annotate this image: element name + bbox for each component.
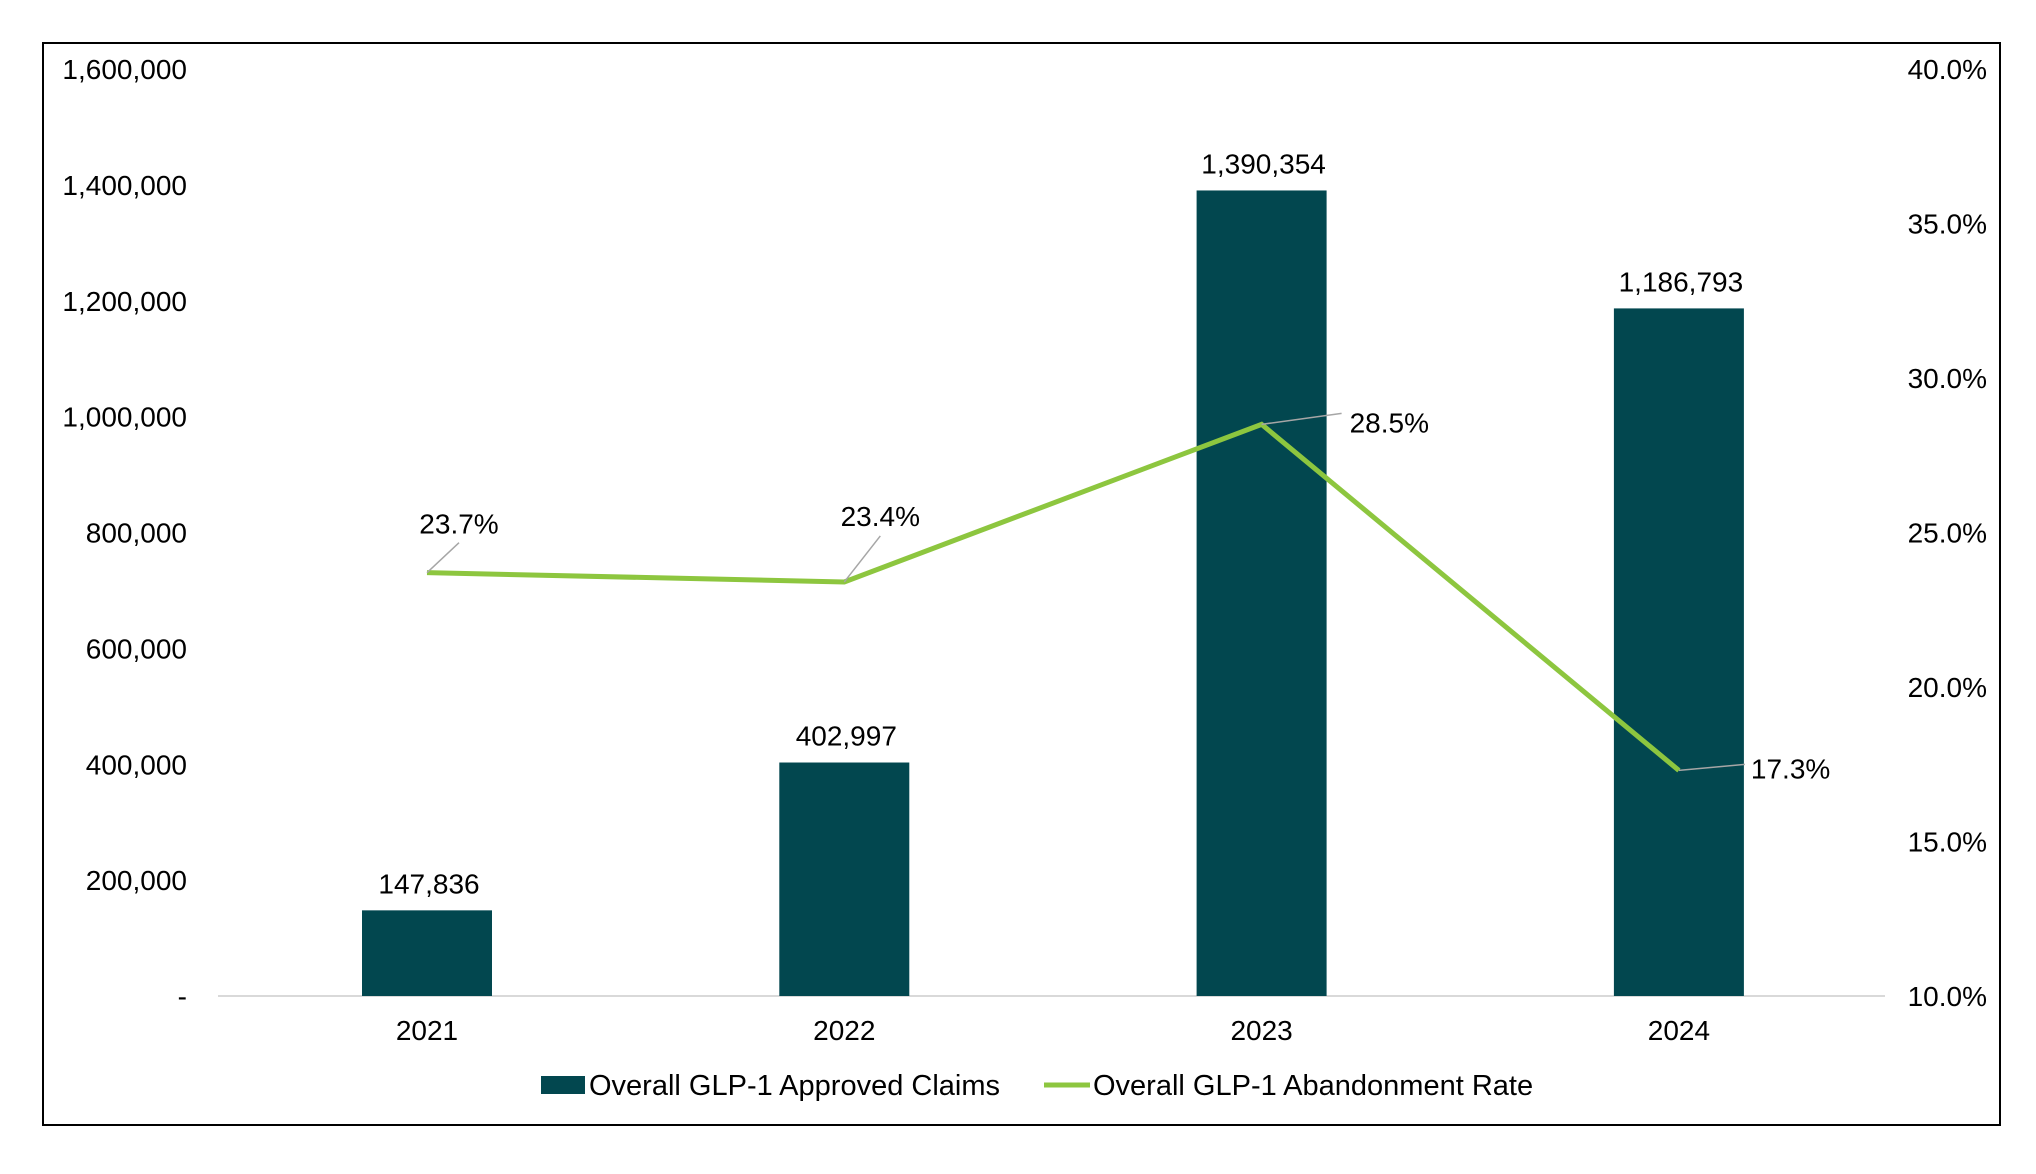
right-tick-label: 10.0% [1908, 981, 1987, 1012]
right-tick-label: 15.0% [1908, 827, 1987, 858]
bar-value-label: 147,836 [378, 868, 479, 899]
line-value-label: 23.4% [841, 501, 920, 532]
line-value-label: 17.3% [1751, 753, 1830, 784]
bar-value-label: 402,997 [796, 721, 897, 752]
left-tick-label: 800,000 [86, 518, 187, 549]
right-tick-label: 30.0% [1908, 363, 1987, 394]
right-tick-label: 25.0% [1908, 518, 1987, 549]
right-tick-label: 40.0% [1908, 54, 1987, 85]
legend-label: Overall GLP-1 Approved Claims [589, 1070, 1000, 1102]
right-tick-label: 35.0% [1908, 209, 1987, 240]
left-tick-label: 1,200,000 [62, 286, 187, 317]
left-tick-label: 1,400,000 [62, 170, 187, 201]
bar-2021 [362, 910, 492, 996]
bar-value-label: 1,390,354 [1201, 148, 1326, 179]
bar-2024 [1614, 308, 1744, 996]
line-value-label: 23.7% [419, 509, 498, 540]
bar-2023 [1197, 190, 1327, 996]
x-tick-label: 2022 [813, 1015, 875, 1046]
legend-swatch-bar [541, 1076, 585, 1094]
left-tick-label: 1,000,000 [62, 402, 187, 433]
left-tick-label: - [178, 981, 187, 1012]
left-tick-label: 1,600,000 [62, 54, 187, 85]
right-tick-label: 20.0% [1908, 672, 1987, 703]
bar-2022 [779, 763, 909, 996]
bar-value-label: 1,186,793 [1619, 266, 1744, 297]
x-tick-label: 2021 [396, 1015, 458, 1046]
legend-label: Overall GLP-1 Abandonment Rate [1093, 1070, 1533, 1102]
left-tick-label: 600,000 [86, 633, 187, 664]
x-tick-label: 2024 [1648, 1015, 1710, 1046]
left-tick-label: 400,000 [86, 749, 187, 780]
line-value-label: 28.5% [1350, 407, 1429, 438]
left-tick-label: 200,000 [86, 865, 187, 896]
x-tick-label: 2023 [1230, 1015, 1292, 1046]
